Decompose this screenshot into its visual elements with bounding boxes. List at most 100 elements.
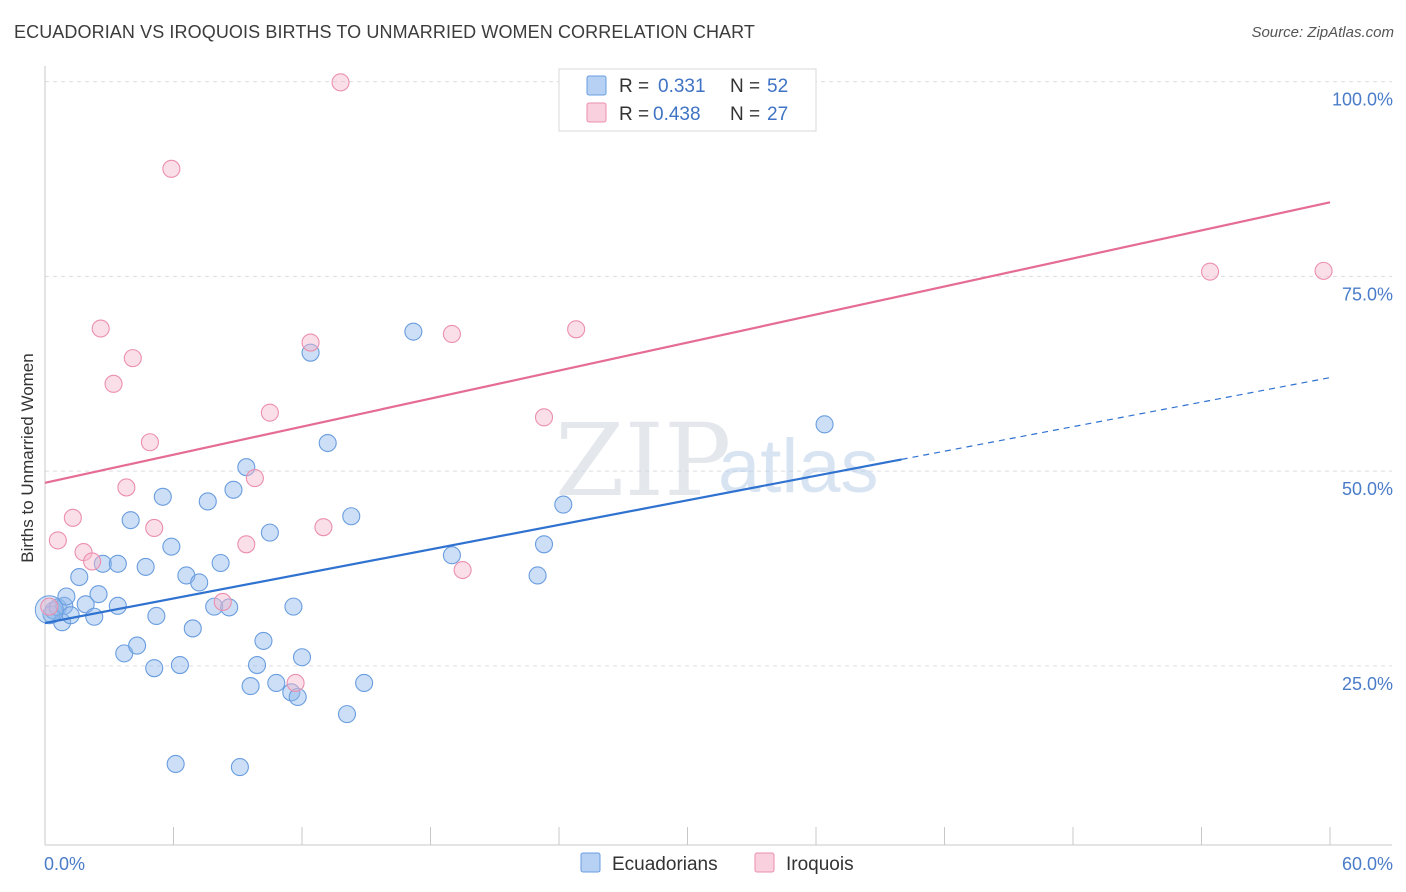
iroquois-point-18 <box>314 518 333 537</box>
grid-lines <box>45 81 1392 667</box>
ecuadorians-point-36 <box>254 631 273 650</box>
ecuadorians-point-19 <box>147 606 166 626</box>
iroquois-point-12 <box>213 592 232 612</box>
iroquois-point-6 <box>104 374 123 393</box>
y-tick-label-2: 75.0% <box>1342 284 1393 304</box>
ecuadorians-n-label: N = <box>730 76 760 97</box>
iroquois-point-1 <box>48 531 67 550</box>
iroquois-point-8 <box>123 349 142 368</box>
iroquois-point-24 <box>1201 262 1220 281</box>
ecuadorians-point-23 <box>170 656 189 675</box>
ecuadorians-point-29 <box>211 553 230 573</box>
iroquois-point-10 <box>145 518 164 537</box>
iroquois-r-value: 0.438 <box>653 104 701 125</box>
iroquois-point-20 <box>442 324 461 344</box>
ecuadorians-point-22 <box>166 754 185 774</box>
iroquois-point-2 <box>63 508 82 527</box>
ecuadorians-point-32 <box>230 758 249 777</box>
iroquois-point-16 <box>286 673 305 693</box>
ecuadorians-point-47 <box>355 673 374 693</box>
ecuadorians-r-value: 0.331 <box>658 76 706 97</box>
ecuadorians-point-50 <box>528 566 547 585</box>
ecuadorians-point-40 <box>284 597 303 616</box>
iroquois-point-0 <box>40 597 59 616</box>
iroquois-point-23 <box>567 320 586 339</box>
ecuadorians-point-49 <box>442 546 461 565</box>
ecuadorians-point-25 <box>183 619 202 638</box>
legend-ecuadorians-swatch <box>580 852 601 873</box>
iroquois-point-4 <box>83 552 102 571</box>
ecuadorians-point-53 <box>815 415 834 434</box>
ecuadorians-n-value: 52 <box>767 76 788 97</box>
ecuadorians-point-28 <box>205 597 224 616</box>
ecuadorians-point-11 <box>93 554 112 573</box>
ecuadorians-point-18 <box>145 659 164 678</box>
ecuadorians-point-42 <box>292 648 312 667</box>
iroquois-points <box>40 73 1333 693</box>
ecuadorians-trend-extension <box>901 377 1331 460</box>
ecuadorians-point-43 <box>301 343 320 362</box>
ecuadorians-point-37 <box>260 523 279 542</box>
ecuadorians-point-7 <box>70 567 89 587</box>
ecuadorians-point-35 <box>247 656 267 675</box>
iroquois-point-15 <box>260 403 279 422</box>
ecuadorians-r-label: R = <box>619 76 649 97</box>
iroquois-n-value: 27 <box>767 104 788 125</box>
iroquois-r-label: R = <box>619 104 649 125</box>
ecuadorians-point-48 <box>404 322 423 341</box>
ecuadorians-trend-line <box>44 458 902 625</box>
iroquois-point-19 <box>331 73 350 92</box>
x-tick-label-min: 0.0% <box>44 854 85 874</box>
watermark: ZIP atlas <box>555 402 879 519</box>
iroquois-point-13 <box>237 535 256 554</box>
ecuadorians-point-34 <box>241 677 260 696</box>
watermark-atlas: atlas <box>718 424 879 509</box>
ecuadorians-point-41 <box>288 687 307 707</box>
ecuadorians-point-20 <box>153 487 172 506</box>
legend-ecuadorians-label: Ecuadorians <box>612 854 718 875</box>
x-tick-labels: 0.0% 60.0% <box>44 854 1393 874</box>
y-axis-label: Births to Unmarried Women <box>18 353 37 562</box>
ecuadorians-point-17 <box>136 557 155 576</box>
iroquois-point-7 <box>117 478 136 497</box>
iroquois-point-9 <box>140 433 159 452</box>
ecuadorians-point-5 <box>57 587 76 606</box>
ecuadorians-point-9 <box>85 607 104 626</box>
ecuadorians-point-12 <box>108 554 127 573</box>
iroquois-point-21 <box>453 560 472 580</box>
legend-iroquois-label: Iroquois <box>786 854 854 875</box>
iroquois-point-14 <box>245 469 264 488</box>
legend-iroquois-swatch <box>754 852 775 873</box>
ecuadorians-point-44 <box>318 433 337 453</box>
ecuadorians-point-10 <box>89 585 108 604</box>
ecuadorians-point-8 <box>76 595 95 614</box>
axes <box>44 66 1392 846</box>
chart-title: ECUADORIAN VS IROQUOIS BIRTHS TO UNMARRI… <box>14 22 756 42</box>
series-legend: Ecuadorians Iroquois <box>580 852 854 875</box>
ecuadorians-point-6 <box>61 606 80 625</box>
ecuadorians-point-27 <box>198 492 217 511</box>
ecuadorians-point-16 <box>128 636 147 655</box>
y-tick-label-3: 100.0% <box>1332 90 1393 110</box>
stats-legend: R = 0.331 N = 52 R = 0.438 N = 27 <box>558 68 817 132</box>
ecuadorians-point-45 <box>337 705 357 724</box>
ecuadorians-point-26 <box>190 573 209 592</box>
ecuadorians-points <box>34 322 834 777</box>
y-tick-label-0: 25.0% <box>1342 674 1393 694</box>
trend-lines <box>44 201 1331 625</box>
source-label: Source: ZipAtlas.com <box>1251 24 1394 41</box>
iroquois-trend-line <box>44 201 1331 484</box>
y-tick-label-1: 50.0% <box>1342 479 1393 499</box>
ecuadorians-point-13 <box>108 596 127 615</box>
ecuadorians-point-31 <box>224 480 243 499</box>
ecuadorians-point-46 <box>342 507 361 526</box>
x-tick-label-max: 60.0% <box>1342 854 1393 874</box>
ecuadorians-point-39 <box>282 683 301 702</box>
iroquois-point-17 <box>301 333 320 352</box>
iroquois-point-11 <box>162 159 181 178</box>
ecuadorians-point-38 <box>267 673 286 693</box>
iroquois-point-25 <box>1314 261 1333 280</box>
y-tick-labels: 25.0% 50.0% 75.0% 100.0% <box>1332 90 1393 694</box>
ecuadorians-point-51 <box>534 535 554 554</box>
